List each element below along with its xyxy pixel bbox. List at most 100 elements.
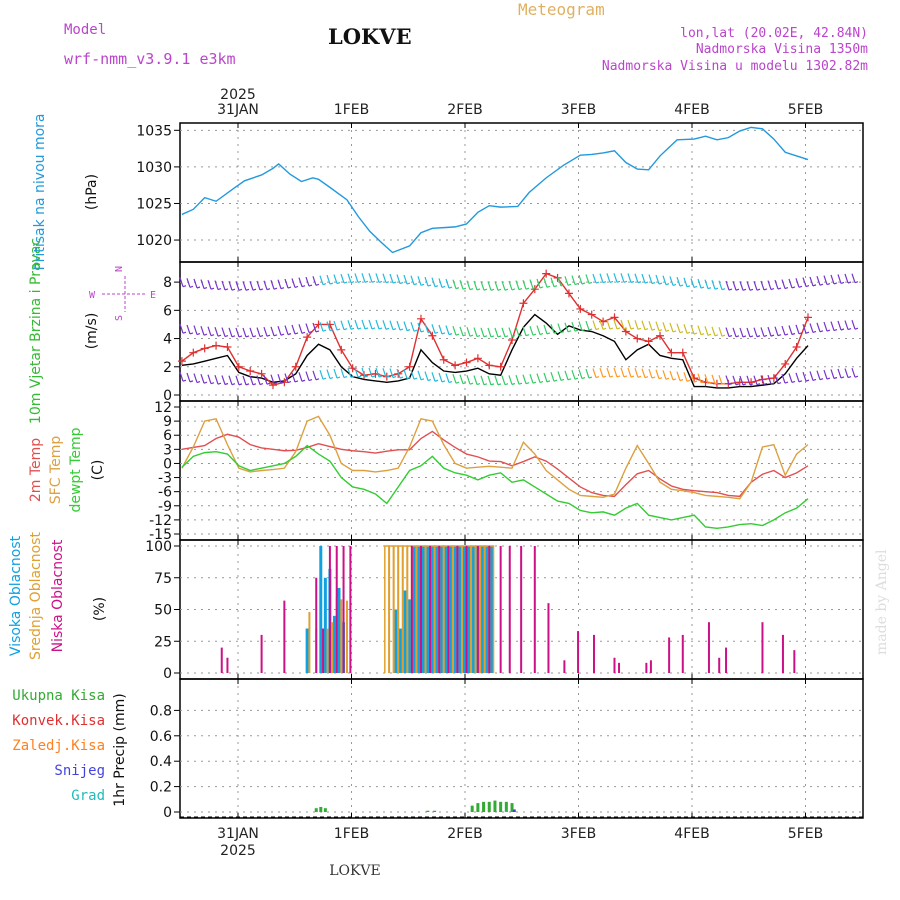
bottom-day-label: 2FEB — [447, 826, 482, 842]
high-cloud-title: Visoka Oblacnost — [8, 535, 24, 656]
wind-barb — [851, 368, 859, 378]
y-tick-label: 1025 — [136, 196, 172, 212]
wind-barb — [592, 368, 600, 379]
wind-barb — [361, 273, 369, 283]
y-tick-label: 0.4 — [150, 754, 172, 770]
wind-barb — [368, 367, 376, 378]
wind-barb — [830, 321, 838, 332]
wind-barb — [333, 368, 341, 379]
wind-barb — [410, 275, 418, 286]
wind-barb — [508, 280, 516, 291]
wind-barb — [746, 375, 754, 386]
wind-barb — [809, 323, 817, 334]
wind-barb — [634, 368, 642, 378]
temperature-panel-frame — [179, 400, 864, 541]
wind-barb — [242, 327, 250, 338]
wind-barb — [627, 273, 635, 284]
model-label: Model — [64, 22, 106, 38]
cloud-bar — [331, 622, 334, 673]
wind-barb — [760, 327, 768, 338]
wind-barb — [816, 370, 824, 381]
gust-marker — [496, 362, 505, 371]
gust-marker — [781, 359, 790, 368]
wind-barb — [585, 320, 593, 331]
wind-barb — [242, 281, 250, 291]
legend-freezing: Zaledj.Kisa — [12, 738, 105, 754]
wind-barb — [459, 374, 467, 385]
wind-barb — [431, 372, 439, 382]
bottom-day-label: 5FEB — [788, 826, 823, 842]
wind-barb — [270, 374, 278, 385]
gust-marker — [587, 310, 596, 319]
cloud-bar — [335, 546, 338, 673]
wind-barb — [732, 327, 740, 338]
gust-marker — [451, 361, 460, 370]
wind-barb — [480, 375, 488, 386]
cloud-bar — [308, 612, 311, 673]
y-tick-label: -15 — [149, 527, 172, 543]
wind-barb — [487, 375, 495, 386]
precip-bar — [470, 805, 474, 812]
low-cloud-title: Niska Oblacnost — [50, 539, 66, 652]
wind-barb — [452, 279, 460, 290]
wind-barb — [214, 326, 222, 337]
cloud-bar — [398, 628, 402, 673]
wind-barb — [837, 368, 845, 379]
wind-barb — [704, 279, 712, 290]
gust-marker — [234, 362, 243, 371]
wind-barb — [221, 375, 229, 386]
wind-barb — [823, 321, 831, 332]
bottom-year-label: 2025 — [220, 843, 256, 859]
wind-barb — [739, 327, 747, 338]
wind-barb — [634, 320, 642, 330]
wind-barb — [557, 371, 565, 382]
wind-barb — [543, 324, 551, 335]
cloud-bar — [462, 546, 466, 673]
wind-barb — [788, 278, 796, 289]
wind-barb — [683, 324, 691, 334]
series-line — [181, 415, 809, 500]
gust-marker — [644, 337, 653, 346]
wind-barb — [200, 279, 208, 290]
wind-barb — [508, 375, 516, 386]
cloud-bar — [260, 634, 263, 673]
product-title: Meteogram — [518, 0, 605, 19]
wind-barb — [844, 320, 852, 331]
wind-barb — [312, 322, 320, 333]
wind-barb — [809, 371, 817, 381]
wind-barb — [354, 367, 362, 378]
pressure-panel-frame — [179, 122, 864, 263]
legend-snow: Snijeg — [54, 763, 105, 779]
wind-barb — [207, 326, 215, 337]
wind-barb — [193, 373, 201, 384]
wind-barb — [256, 327, 264, 338]
bottom-day-label: 1FEB — [334, 826, 369, 842]
gust-marker — [177, 357, 186, 366]
t2m-title: 2m Temp — [28, 438, 44, 502]
wind-barb — [501, 327, 509, 338]
gust-marker — [337, 345, 346, 354]
wind-barb — [207, 374, 215, 385]
cloud-bar — [499, 546, 502, 673]
cloud-bar — [226, 657, 229, 673]
cloud-bar — [426, 546, 430, 673]
series-line — [181, 444, 809, 530]
wind-barb — [438, 324, 446, 335]
wind-barb — [704, 326, 712, 336]
footer-title: LOKVE — [329, 863, 381, 879]
compass-n: N — [114, 266, 125, 272]
wind-barb — [291, 372, 299, 383]
cloud-bar — [340, 599, 343, 673]
wind-barb — [340, 273, 348, 284]
wind-barb — [655, 321, 663, 332]
wind-barb — [284, 278, 292, 289]
wind-barb — [760, 375, 768, 386]
wind-barb — [284, 325, 292, 336]
legend-total: Ukupna Kisa — [12, 688, 105, 704]
wind-barb — [186, 324, 194, 335]
compass-w: W — [89, 290, 96, 301]
wind-barb — [585, 274, 593, 285]
wind-barb — [193, 325, 201, 336]
wind-barb — [214, 374, 222, 385]
